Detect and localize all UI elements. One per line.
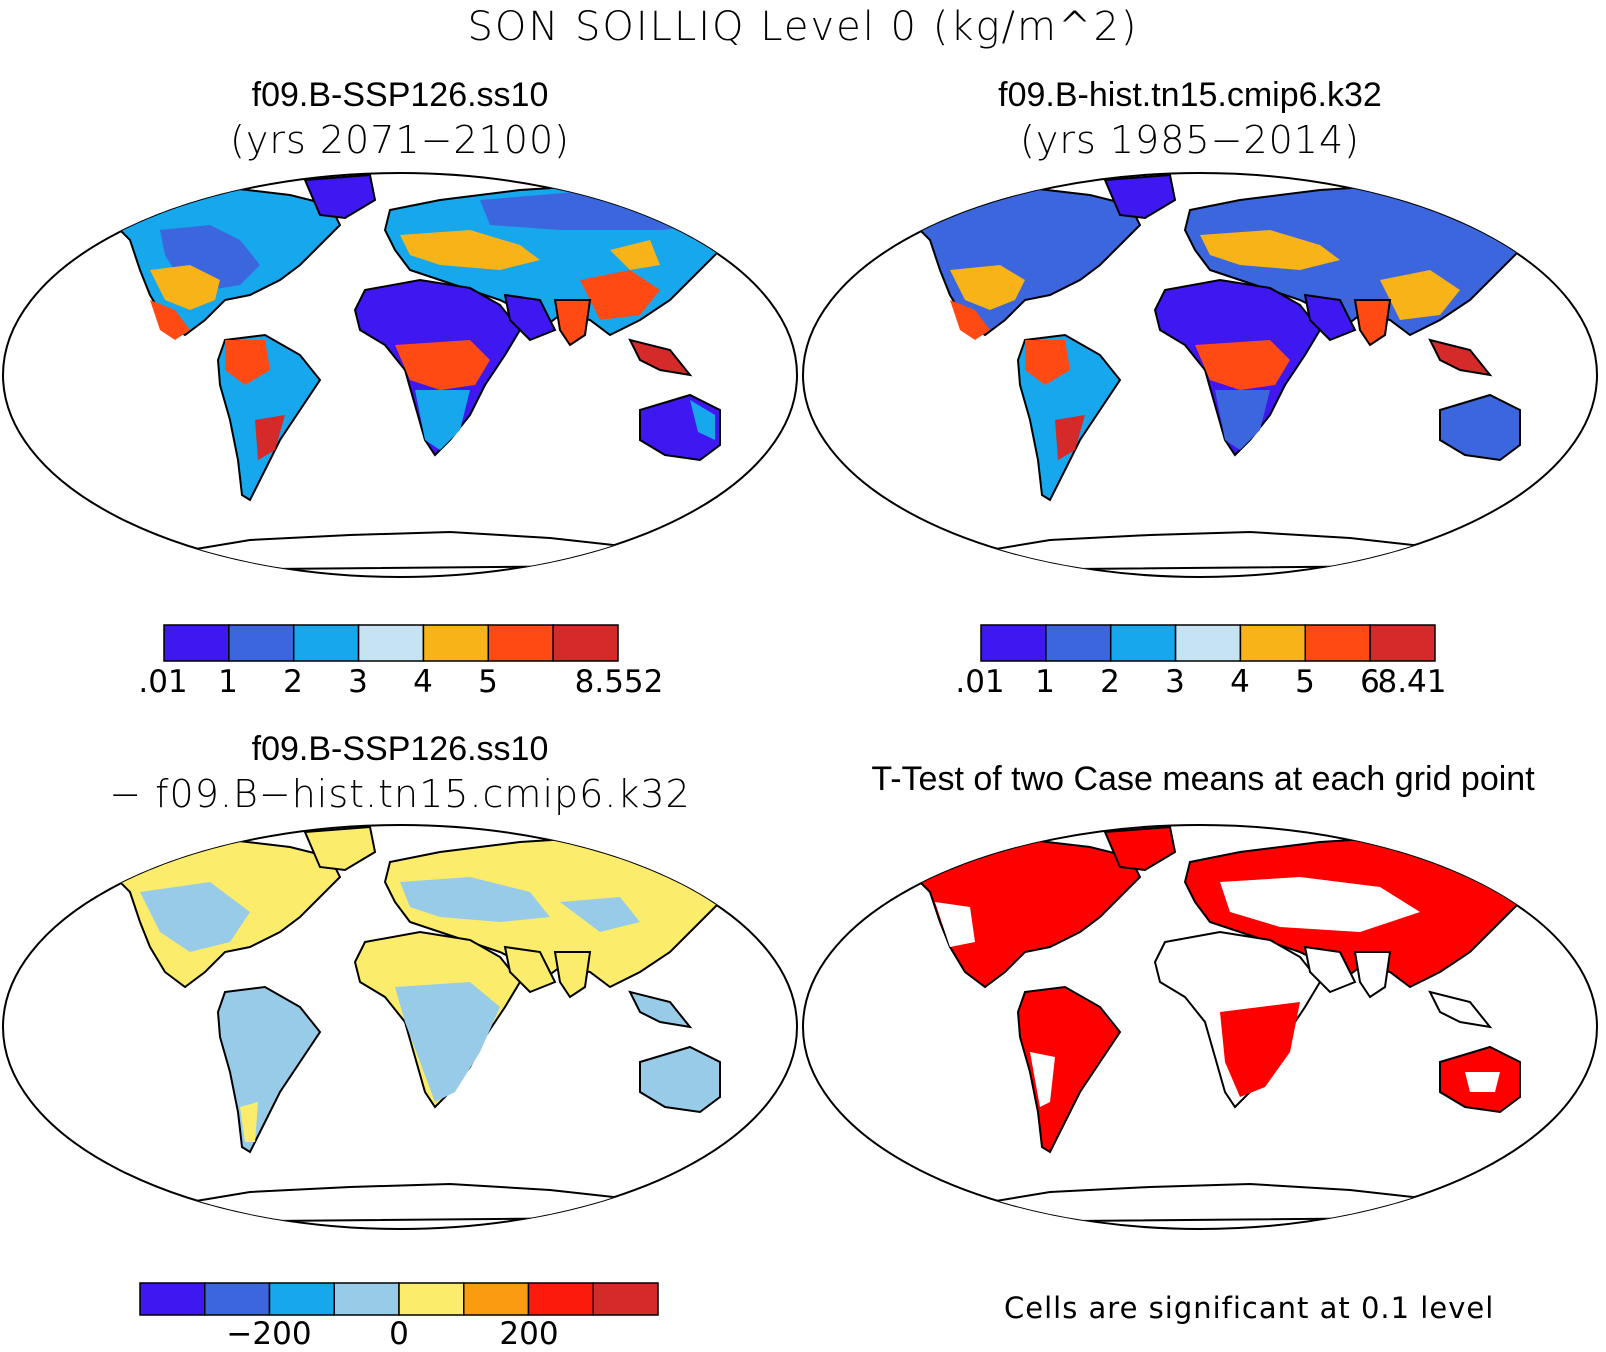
cb2-tick: .01 bbox=[955, 664, 1005, 700]
cb2-tick: 6 bbox=[1360, 664, 1380, 700]
colorbar-swatch bbox=[592, 1282, 659, 1316]
panel2-title: f09.B-hist.tn15.cmip6.k32 bbox=[998, 76, 1382, 114]
panel1-subtitle: (yrs 2071−2100) bbox=[230, 118, 570, 162]
colorbar-difference bbox=[139, 1282, 659, 1316]
colorbar-swatch bbox=[1109, 624, 1177, 662]
panel2-subtitle: (yrs 1985−2014) bbox=[1020, 118, 1360, 162]
panel1-title: f09.B-SSP126.ss10 bbox=[251, 76, 549, 114]
cb3-tick: 200 bbox=[499, 1316, 559, 1352]
panel3-title: f09.B-SSP126.ss10 bbox=[251, 730, 549, 768]
cb3-tick: 0 bbox=[389, 1316, 409, 1352]
colorbar-swatch bbox=[1045, 624, 1112, 662]
cb1-tick: 4 bbox=[413, 664, 433, 700]
cb2-tick: 3 bbox=[1165, 664, 1185, 700]
colorbar-difference-labels: −200 0 200 bbox=[0, 1316, 800, 1352]
cb2-tick: 1 bbox=[1035, 664, 1055, 700]
cb2-tick: 2 bbox=[1100, 664, 1120, 700]
colorbar-swatch bbox=[228, 624, 295, 662]
colorbar-swatch bbox=[268, 1282, 335, 1316]
colorbar-swatch bbox=[980, 624, 1047, 662]
colorbar-historical bbox=[980, 624, 1436, 662]
colorbar-swatch bbox=[1174, 624, 1242, 662]
cb2-tick: 4 bbox=[1230, 664, 1250, 700]
colorbar-swatch bbox=[463, 1282, 530, 1316]
colorbar-swatch bbox=[527, 1282, 594, 1316]
colorbar-swatch bbox=[357, 624, 425, 662]
colorbar-swatch bbox=[1304, 624, 1371, 662]
map-historical bbox=[802, 172, 1598, 578]
map-future bbox=[2, 172, 798, 578]
cb2-tick: 5 bbox=[1295, 664, 1315, 700]
cb1-tick: 8.552 bbox=[574, 664, 664, 700]
colorbar-swatch bbox=[1369, 624, 1436, 662]
map-difference bbox=[2, 824, 798, 1230]
colorbar-swatch bbox=[292, 624, 360, 662]
cb1-tick: 5 bbox=[478, 664, 498, 700]
cb1-tick: 2 bbox=[283, 664, 303, 700]
colorbar-swatch bbox=[163, 624, 230, 662]
colorbar-swatch bbox=[552, 624, 619, 662]
colorbar-future bbox=[163, 624, 619, 662]
significance-note: Cells are significant at 0.1 level bbox=[1004, 1291, 1495, 1325]
cb1-tick: 1 bbox=[218, 664, 238, 700]
cb1-tick: .01 bbox=[138, 664, 188, 700]
colorbar-swatch bbox=[1239, 624, 1307, 662]
colorbar-swatch bbox=[422, 624, 490, 662]
colorbar-swatch bbox=[333, 1282, 400, 1316]
map-ttest bbox=[802, 824, 1598, 1230]
colorbar-future-labels: .01 1 2 3 4 5 8.552 bbox=[0, 664, 800, 704]
cb2-tick: 8.41 bbox=[1377, 664, 1447, 700]
cb3-tick: −200 bbox=[226, 1316, 312, 1352]
colorbar-historical-labels: .01 1 2 3 4 5 6 8.41 bbox=[800, 664, 1606, 704]
panel3-subtitle: − f09.B−hist.tn15.cmip6.k32 bbox=[109, 772, 691, 816]
figure-title: SON SOILLIQ Level 0 (kg/m^2) bbox=[467, 4, 1139, 50]
colorbar-swatch bbox=[204, 1282, 271, 1316]
colorbar-swatch bbox=[398, 1282, 465, 1316]
colorbar-swatch bbox=[487, 624, 554, 662]
cb1-tick: 3 bbox=[348, 664, 368, 700]
colorbar-swatch bbox=[139, 1282, 206, 1316]
panel4-title: T-Test of two Case means at each grid po… bbox=[871, 760, 1535, 798]
